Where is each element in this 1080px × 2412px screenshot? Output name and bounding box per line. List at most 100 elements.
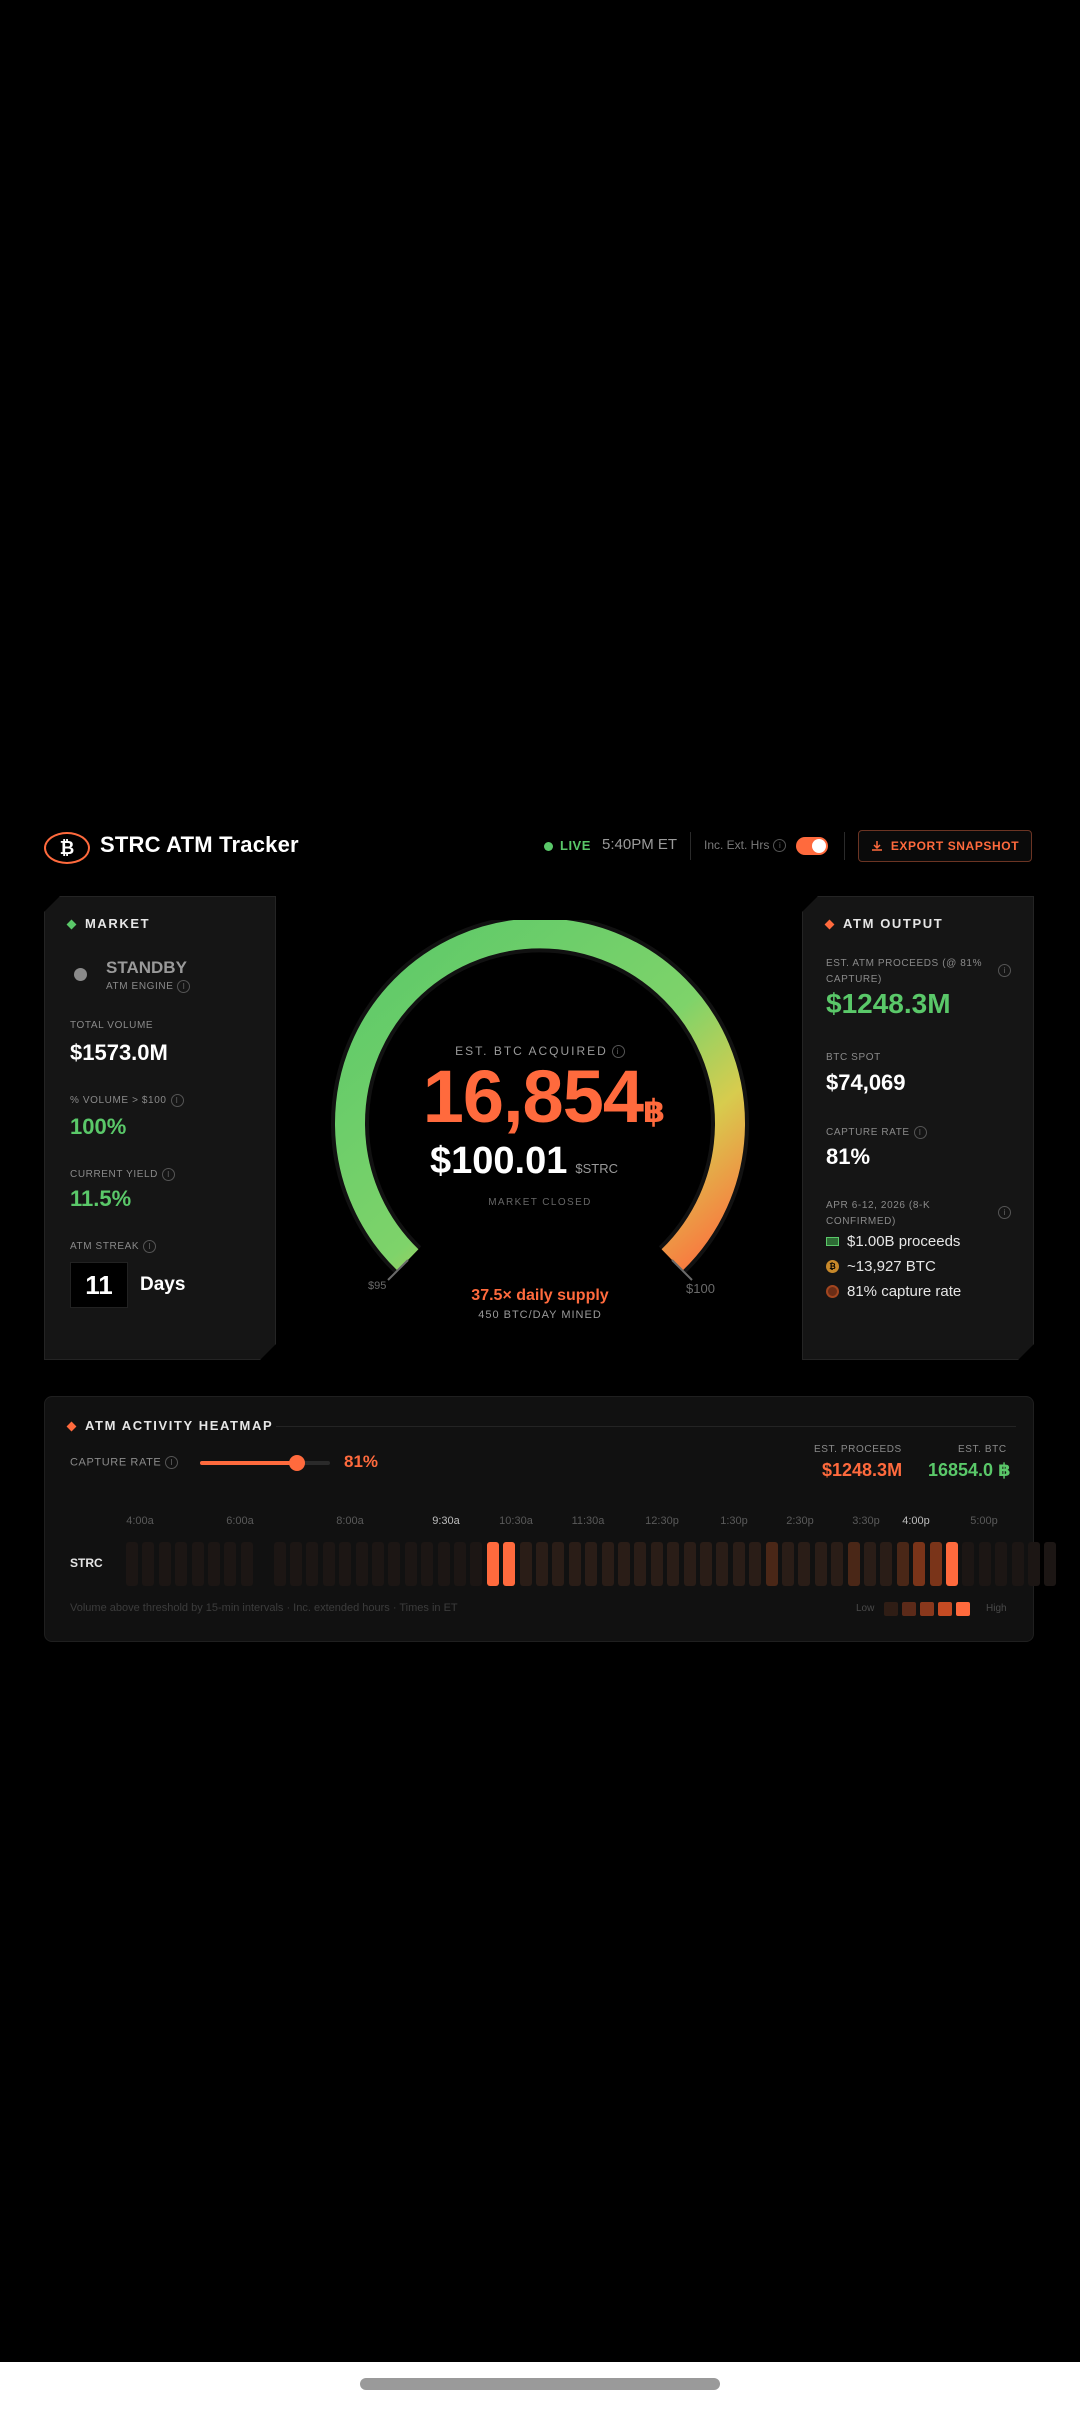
heatmap-cell[interactable] xyxy=(306,1542,319,1586)
divider xyxy=(844,832,845,860)
heatmap-cell[interactable] xyxy=(355,1542,368,1586)
heatmap-cell[interactable] xyxy=(585,1542,598,1586)
info-icon[interactable]: i xyxy=(913,1126,927,1139)
heatmap-cell[interactable] xyxy=(618,1542,630,1586)
legend-swatch xyxy=(902,1602,916,1616)
heatmap-cell[interactable] xyxy=(536,1542,548,1586)
heatmap-cell[interactable] xyxy=(864,1542,876,1586)
heatmap-cell[interactable] xyxy=(929,1542,942,1586)
ext-hours-text: Inc. Ext. Hrs xyxy=(704,838,770,852)
heatmap-cell[interactable] xyxy=(683,1542,696,1586)
capture-slider-thumb[interactable] xyxy=(288,1455,305,1471)
heatmap-cell[interactable] xyxy=(1044,1542,1057,1586)
heatmap-cell[interactable] xyxy=(946,1542,958,1586)
heatmap-tick-label: 6:00a xyxy=(226,1515,254,1527)
heatmap-cell[interactable] xyxy=(224,1542,237,1586)
heatmap-cell[interactable] xyxy=(158,1542,171,1586)
info-icon[interactable]: i xyxy=(611,1045,625,1059)
est-btc-label: EST. BTC xyxy=(958,1444,1007,1455)
heatmap-cell[interactable] xyxy=(1028,1542,1040,1586)
yield-label-text: CURRENT YIELD xyxy=(70,1169,159,1181)
info-icon[interactable]: i xyxy=(177,980,191,993)
info-icon[interactable]: i xyxy=(998,1206,1011,1219)
heatmap-cell[interactable] xyxy=(782,1542,794,1586)
heatmap-cell[interactable] xyxy=(142,1542,155,1586)
diamond-icon xyxy=(66,919,77,930)
heatmap-cell[interactable] xyxy=(634,1542,647,1586)
heatmap-cell[interactable] xyxy=(732,1542,745,1586)
heatmap-cell[interactable] xyxy=(896,1542,909,1586)
btc-acquired-value: 16,854 xyxy=(422,1055,644,1138)
heatmap-cell[interactable] xyxy=(191,1542,204,1586)
legend-high: High xyxy=(986,1603,1007,1614)
atm-output-title: ATM OUTPUT xyxy=(824,916,943,931)
divider xyxy=(690,832,691,860)
heatmap-cell[interactable] xyxy=(240,1542,253,1586)
pct-volume-label: % VOLUME > $100 i xyxy=(70,1094,184,1107)
info-icon[interactable]: i xyxy=(773,839,787,853)
heatmap-cell[interactable] xyxy=(437,1542,450,1586)
heatmap-cell[interactable] xyxy=(1011,1542,1024,1586)
info-icon[interactable]: i xyxy=(143,1240,157,1253)
heatmap-cell[interactable] xyxy=(650,1542,663,1586)
heatmap-cell[interactable] xyxy=(765,1542,778,1586)
heatmap-cell[interactable] xyxy=(978,1542,991,1586)
heatmap-cell[interactable] xyxy=(175,1542,188,1586)
ext-hours-toggle[interactable] xyxy=(796,837,828,855)
proceeds-label: EST. ATM PROCEEDS (@ 81% CAPTURE) xyxy=(826,958,983,985)
heatmap-cell[interactable] xyxy=(995,1542,1008,1586)
est-proceeds-label: EST. PROCEEDS xyxy=(814,1444,902,1455)
heatmap-cell[interactable] xyxy=(372,1542,384,1586)
btc-symbol: ฿ xyxy=(643,1093,666,1129)
info-icon[interactable]: i xyxy=(998,964,1011,977)
heatmap-panel xyxy=(44,1396,1034,1642)
heatmap-cell[interactable] xyxy=(290,1542,302,1586)
heatmap-cell[interactable] xyxy=(503,1542,516,1586)
capture-slider-track[interactable] xyxy=(200,1455,330,1471)
heatmap-cell[interactable] xyxy=(208,1542,220,1586)
heatmap-cell[interactable] xyxy=(880,1542,893,1586)
heatmap-cell[interactable] xyxy=(847,1542,860,1586)
heatmap-cell[interactable] xyxy=(601,1542,614,1586)
streak-label-text: ATM STREAK xyxy=(70,1241,140,1253)
heatmap-cell[interactable] xyxy=(126,1542,138,1586)
heatmap-cell[interactable] xyxy=(454,1542,466,1586)
heatmap-cell[interactable] xyxy=(667,1542,680,1586)
home-indicator[interactable] xyxy=(360,2378,720,2390)
live-indicator-dot xyxy=(544,842,553,851)
btc-spot-value: $74,069 xyxy=(826,1070,906,1095)
total-volume-value: $1573.0M xyxy=(70,1040,168,1065)
heatmap-cell[interactable] xyxy=(716,1542,729,1586)
heatmap-cell[interactable] xyxy=(339,1542,352,1586)
heatmap-tick-label: 1:30p xyxy=(720,1515,748,1527)
list-item-text: $1.00B proceeds xyxy=(847,1233,961,1250)
heatmap-cell[interactable] xyxy=(814,1542,827,1586)
heatmap-cell[interactable] xyxy=(700,1542,712,1586)
heatmap-cell[interactable] xyxy=(798,1542,811,1586)
info-icon[interactable]: i xyxy=(170,1094,184,1107)
btc-acquired: 16,854 ฿ xyxy=(414,1054,674,1139)
market-status: MARKET CLOSED xyxy=(488,1197,592,1208)
heatmap-cell[interactable] xyxy=(519,1542,532,1586)
heatmap-tick-label: 5:00p xyxy=(970,1515,998,1527)
heatmap-cell[interactable] xyxy=(404,1542,417,1586)
heatmap-cell[interactable] xyxy=(486,1542,499,1586)
export-snapshot-button[interactable]: EXPORT SNAPSHOT xyxy=(858,830,1032,862)
heatmap-cell[interactable] xyxy=(913,1542,926,1586)
heatmap-cell[interactable] xyxy=(831,1542,844,1586)
heatmap-cell[interactable] xyxy=(388,1542,401,1586)
heatmap-cell[interactable] xyxy=(322,1542,335,1586)
heatmap-tick-label: 11:30a xyxy=(571,1515,605,1527)
info-icon[interactable]: i xyxy=(165,1456,179,1469)
heatmap-cell[interactable] xyxy=(568,1542,581,1586)
heatmap-cell[interactable] xyxy=(273,1542,286,1586)
gauge-tick-min xyxy=(387,1259,409,1281)
heatmap-cell[interactable] xyxy=(749,1542,762,1586)
download-icon xyxy=(871,841,882,851)
heatmap-cell[interactable] xyxy=(421,1542,434,1586)
heatmap-cell[interactable] xyxy=(470,1542,483,1586)
info-icon[interactable]: i xyxy=(162,1168,176,1181)
heatmap-cell[interactable] xyxy=(962,1542,975,1586)
capture-label-text: CAPTURE RATE xyxy=(826,1127,910,1139)
heatmap-cell[interactable] xyxy=(552,1542,565,1586)
